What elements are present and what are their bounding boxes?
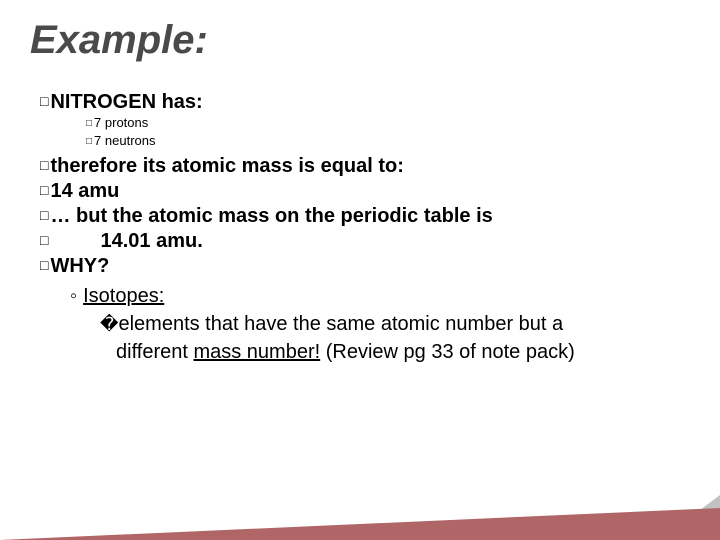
isotopes-def: �elements that have the same atomic numb… (100, 310, 690, 366)
square-bullet-icon: □ (40, 182, 48, 198)
square-bullet-icon: □ (86, 136, 92, 147)
accent-shape-icon (0, 488, 720, 540)
bullet-14amu: □14 amu (40, 180, 690, 203)
isotopes-heading: ◦ Isotopes: (70, 282, 690, 310)
square-bullet-icon: □ (40, 157, 48, 173)
isotopes-def-line1: �elements that have the same atomic numb… (100, 310, 690, 338)
def-text: (Review pg 33 of note pack) (320, 341, 575, 363)
square-bullet-icon: □ (40, 207, 48, 223)
ring-bullet-icon: ◦ (70, 285, 77, 307)
replacement-char-icon: � (100, 314, 118, 334)
bullet-text: NITROGEN has: (50, 91, 202, 113)
bullet-therefore: □therefore its atomic mass is equal to: (40, 155, 690, 178)
slide-title: Example: (30, 18, 690, 63)
sub-bullet-neutrons: □7 neutrons (86, 132, 690, 150)
bullet-text: therefore its atomic mass is equal to: (50, 155, 403, 177)
sub-bullet-text: 7 protons (94, 115, 148, 130)
square-bullet-icon: □ (40, 93, 48, 109)
isotopes-label: Isotopes: (83, 285, 164, 307)
bullet-why: □WHY? (40, 255, 690, 278)
bullet-text: 14 amu (50, 180, 119, 202)
mass-number-underline: mass number! (193, 341, 320, 363)
sub-bullet-protons: □7 protons (86, 114, 690, 132)
bullet-1401: □ 14.01 amu. (40, 230, 690, 253)
square-bullet-icon: □ (86, 118, 92, 129)
bullet-text: … but the atomic mass on the periodic ta… (50, 205, 492, 227)
isotopes-def-line2: different mass number! (Review pg 33 of … (116, 338, 690, 366)
bullet-text: WHY? (50, 255, 109, 277)
def-text: elements that have the same atomic numbe… (118, 313, 563, 335)
square-bullet-icon: □ (40, 232, 48, 248)
sub-bullet-text: 7 neutrons (94, 133, 155, 148)
bullet-text: 14.01 amu. (50, 230, 202, 252)
isotopes-group: ◦ Isotopes: �elements that have the same … (70, 282, 690, 366)
bullet-dots: □… but the atomic mass on the periodic t… (40, 205, 690, 228)
def-text: different (116, 341, 193, 363)
slide: Example: □NITROGEN has: □7 protons □7 ne… (0, 0, 720, 540)
bullet-nitrogen: □NITROGEN has: (40, 91, 690, 114)
square-bullet-icon: □ (40, 257, 48, 273)
slide-accent (0, 488, 720, 540)
